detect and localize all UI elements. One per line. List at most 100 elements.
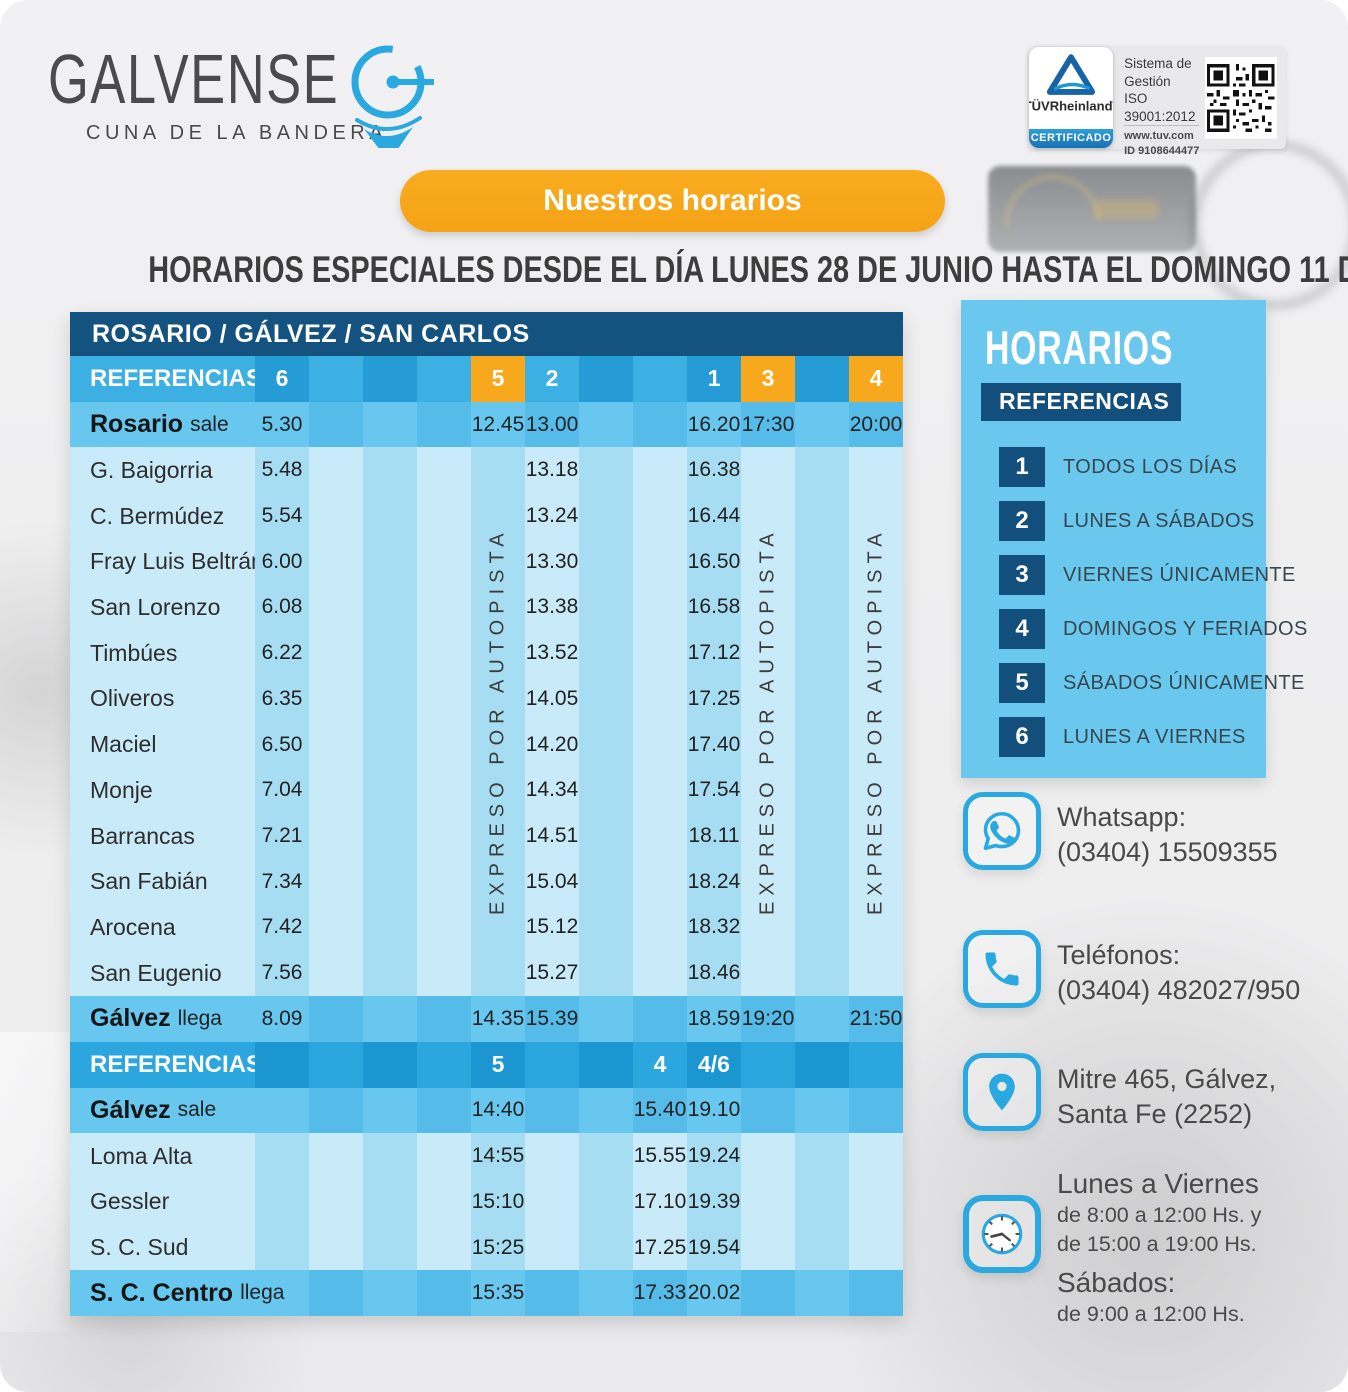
empty-cell	[849, 859, 903, 905]
empty-cell	[795, 493, 849, 539]
time-cell: 16.20	[687, 412, 741, 436]
legend-number-badge: 3	[999, 555, 1045, 595]
time-cell: 5	[471, 1041, 525, 1088]
schedule-table: ROSARIO / GÁLVEZ / SAN CARLOS REFERENCIA…	[70, 312, 903, 1317]
clock-icon	[963, 1195, 1041, 1273]
empty-cell	[741, 767, 795, 813]
empty-cell	[417, 539, 471, 585]
legend-item: 6 LUNES A VIERNES	[999, 717, 1266, 757]
empty-cell	[309, 447, 363, 493]
empty-cell	[579, 630, 633, 677]
time-cell: 7.56	[255, 950, 309, 997]
empty-cell	[849, 676, 903, 722]
table-row: Gessler 15:10 17.10 19.39	[70, 1178, 903, 1225]
table-row: S. C. Sud 15:25 17.25 19.54	[70, 1224, 903, 1271]
empty-cell	[849, 813, 903, 859]
phone-icon[interactable]	[963, 930, 1041, 1008]
empty-cell	[849, 1270, 903, 1317]
row-label: REFERENCIAS	[90, 364, 263, 392]
legend-item: 2 LUNES A SÁBADOS	[999, 501, 1266, 541]
location-pin-icon[interactable]	[963, 1053, 1041, 1131]
empty-cell	[525, 1042, 579, 1088]
tuv-org-name: TÜVRheinland®	[1029, 98, 1113, 114]
empty-cell	[741, 1179, 795, 1225]
table-row: Loma Alta 14:55 15.55 19.24	[70, 1133, 903, 1179]
empty-cell	[633, 401, 687, 448]
time-cell: 13.24	[525, 504, 579, 528]
empty-cell	[579, 1270, 633, 1316]
empty-cell	[417, 356, 471, 402]
panel-subtitle: REFERENCIAS	[981, 383, 1181, 421]
tuv-cert-id: ID 9108644477	[1124, 145, 1200, 158]
references-panel: HORARIOS REFERENCIAS 1 TODOS LOS DÍAS 2 LUN…	[961, 300, 1307, 778]
time-cell: 5	[471, 356, 525, 402]
empty-cell	[363, 676, 417, 722]
empty-cell	[309, 1270, 363, 1317]
empty-cell	[309, 767, 363, 813]
brand-tagline: CUNA DE LA BANDERA	[86, 122, 388, 144]
time-cell: 5.54	[255, 493, 309, 539]
time-cell: 19.24	[687, 1133, 741, 1179]
time-cell: 15.12	[525, 915, 579, 939]
hours-weekdays-line2: de 15:00 a 19:00 Hs.	[1057, 1232, 1257, 1257]
empty-cell	[363, 1270, 417, 1316]
row-label: Gessler	[90, 1188, 170, 1215]
empty-cell	[633, 447, 687, 493]
empty-cell	[741, 1087, 795, 1134]
empty-cell	[795, 767, 849, 814]
empty-cell	[363, 356, 417, 402]
qr-code	[1205, 57, 1277, 139]
empty-cell	[363, 1088, 417, 1134]
row-label: S. C. Sud	[90, 1234, 189, 1261]
empty-cell	[579, 493, 633, 539]
time-cell: 19.10	[687, 1098, 741, 1122]
schedule-rows: REFERENCIAS 6 5 2 1 3 4 Rosario sale 5.30 12.45 13.…	[70, 356, 903, 1317]
empty-cell	[795, 447, 849, 494]
empty-cell	[417, 996, 471, 1042]
legend-number-badge: 1	[999, 447, 1045, 487]
empty-cell	[741, 813, 795, 859]
empty-cell	[525, 1225, 579, 1271]
brand-name: GALVENSE	[48, 40, 340, 118]
empty-cell	[795, 950, 849, 997]
empty-cell	[417, 950, 471, 996]
row-label: Oliveros	[90, 685, 175, 712]
whatsapp-label: Whatsapp:	[1057, 802, 1187, 832]
legend-label: LUNES A SÁBADOS	[1063, 509, 1255, 532]
time-cell: 18.11	[687, 813, 741, 859]
empty-cell	[471, 813, 525, 859]
empty-cell	[579, 1088, 633, 1134]
nuestros-horarios-button[interactable]: Nuestros horarios	[400, 170, 945, 232]
empty-cell	[579, 996, 633, 1042]
address-line2: Santa Fe (2252)	[1057, 1099, 1253, 1130]
hours-weekdays-line1: de 8:00 a 12:00 Hs. y	[1057, 1203, 1262, 1227]
table-row: Oliveros 6.35 14.05 17.25	[70, 676, 903, 722]
time-cell: 18.24	[687, 858, 741, 905]
time-cell: 7.42	[255, 904, 309, 951]
whatsapp-icon[interactable]	[963, 792, 1041, 870]
time-cell: 16.44	[687, 493, 741, 539]
empty-cell	[417, 585, 471, 631]
empty-cell	[633, 767, 687, 813]
table-row: C. Bermúdez 5.54 13.24 16.44	[70, 493, 903, 539]
empty-cell	[417, 767, 471, 813]
time-cell: 17.10	[633, 1189, 687, 1213]
empty-cell	[363, 1133, 417, 1179]
empty-cell	[579, 950, 633, 997]
address-info: Mitre 465, Gálvez, Santa Fe (2252)	[1057, 1062, 1276, 1132]
tuv-system-line: Sistema de	[1124, 56, 1192, 71]
empty-cell	[417, 493, 471, 539]
time-cell: 1	[687, 356, 741, 402]
row-label: Gálvez sale	[90, 1095, 217, 1124]
tuv-system-line: ISO 39001:2012	[1124, 91, 1196, 124]
empty-cell	[741, 859, 795, 905]
time-cell: 19.54	[687, 1224, 741, 1271]
empty-cell	[849, 767, 903, 813]
time-cell: 17.33	[633, 1270, 687, 1317]
empty-cell	[309, 401, 363, 448]
time-cell: 4/6	[687, 1041, 741, 1088]
time-cell: 5.30	[261, 412, 303, 436]
empty-cell	[741, 1270, 795, 1317]
empty-cell	[471, 584, 525, 631]
phones-info: Teléfonos: (03404) 482027/950	[1057, 938, 1300, 1008]
